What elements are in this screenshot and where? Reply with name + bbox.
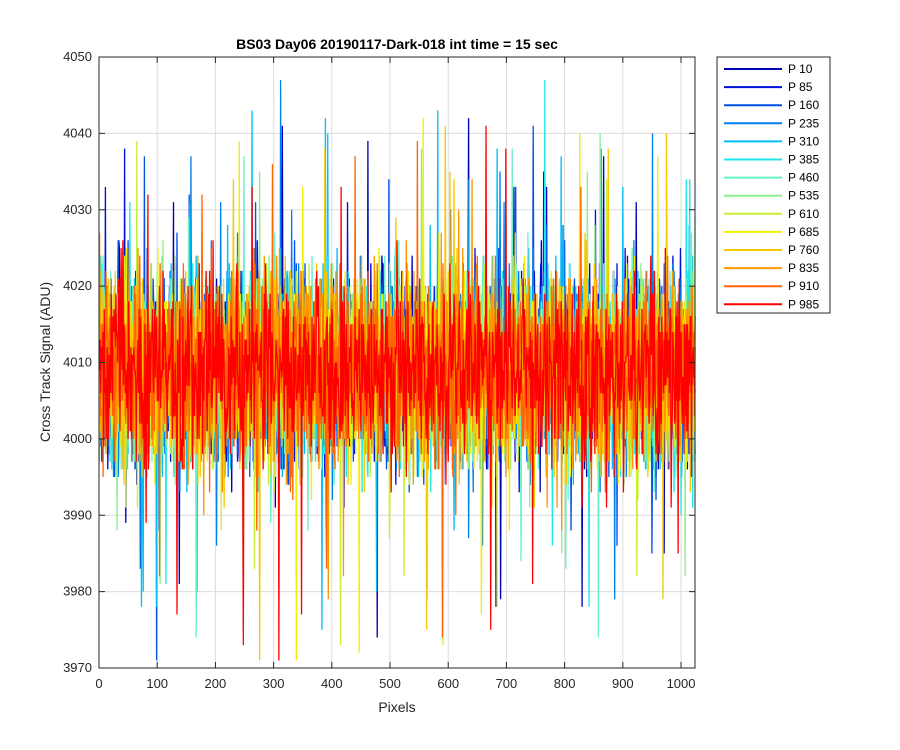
legend-entry: P 910 [724,279,819,293]
legend-entry: P 835 [724,261,819,275]
legend-label: P 610 [788,207,819,221]
y-tick-label: 3990 [63,507,92,522]
x-tick-label: 500 [379,676,401,691]
legend-entry: P 985 [724,297,819,311]
x-tick-label: 1000 [667,676,696,691]
legend: P 10 P 85 P 160 P 235 P 310 P 385 P 460 P 535 P … [716,56,831,314]
legend-entry: P 760 [724,243,819,257]
y-tick-label: 4030 [63,202,92,217]
y-tick-label: 4020 [63,278,92,293]
y-tick-label: 3970 [63,660,92,675]
legend-entry: P 235 [724,116,819,130]
x-tick-label: 200 [205,676,227,691]
legend-entry: P 85 [724,80,813,94]
legend-label: P 235 [788,116,819,130]
legend-entry: P 385 [724,153,819,167]
x-tick-label: 700 [496,676,518,691]
y-tick-label: 4010 [63,355,92,370]
legend-box [716,56,831,314]
legend-label: P 985 [788,297,819,311]
x-tick-label: 300 [263,676,285,691]
x-tick-labels: 0 100 200 300 400 500 600 700 800 900 1000 [95,676,695,691]
y-axis-label: Cross Track Signal (ADU) [37,282,53,442]
legend-entry: P 535 [724,189,819,203]
legend-label: P 160 [788,98,819,112]
chart-title: BS03 Day06 20190117-Dark-018 int time = … [236,36,558,52]
legend-entry: P 310 [724,134,819,148]
legend-label: P 910 [788,279,819,293]
legend-label: P 310 [788,134,819,148]
x-tick-label: 900 [612,676,634,691]
x-tick-label: 400 [321,676,343,691]
tick-marks [98,56,695,669]
y-tick-labels: 3970 3980 3990 4000 4010 4020 4030 4040 4050 [63,49,92,675]
x-tick-label: 100 [146,676,168,691]
legend-entry: P 685 [724,225,819,239]
legend-label: P 385 [788,153,819,167]
series-lines [98,79,696,661]
x-tick-label: 800 [554,676,576,691]
legend-entry: P 610 [724,207,819,221]
legend-label: P 460 [788,171,819,185]
legend-entry: P 160 [724,98,819,112]
y-tick-label: 4050 [63,49,92,64]
legend-label: P 85 [788,80,813,94]
x-tick-label: 600 [437,676,459,691]
y-tick-label: 4000 [63,431,92,446]
series-line [98,125,696,661]
legend-label: P 835 [788,261,819,275]
legend-label: P 760 [788,243,819,257]
legend-entry: P 10 [724,62,813,76]
legend-label: P 10 [788,62,813,76]
legend-entry: P 460 [724,171,819,185]
plot-area: 0 100 200 300 400 500 600 700 800 900 1000 3970 398… [63,49,696,691]
y-tick-label: 3980 [63,584,92,599]
legend-label: P 685 [788,225,819,239]
x-tick-label: 0 [95,676,102,691]
y-tick-label: 4040 [63,125,92,140]
legend-label: P 535 [788,189,819,203]
legend-entries: P 10 P 85 P 160 P 235 P 310 P 385 P 460 P 535 P … [724,62,819,311]
x-axis-label: Pixels [378,699,415,715]
